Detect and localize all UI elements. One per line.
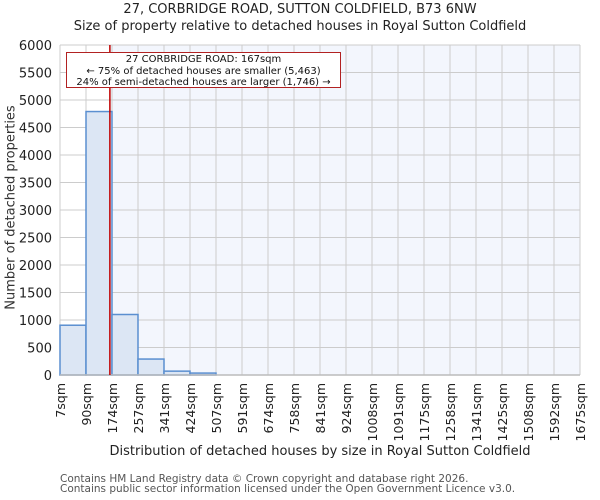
histogram-bar	[137, 358, 165, 376]
x-tick-label: 674sqm	[261, 383, 276, 433]
y-tick-label: 5000	[19, 94, 52, 109]
y-tick-label: 4000	[19, 149, 52, 164]
chart-subtitle: Size of property relative to detached ho…	[73, 19, 527, 34]
x-axis-label: Distribution of detached houses by size …	[109, 444, 531, 459]
x-tick-label: 924sqm	[339, 383, 354, 433]
x-tick-label: 1091sqm	[391, 383, 406, 441]
x-tick-label: 90sqm	[79, 383, 94, 426]
y-tick-label: 1500	[19, 287, 52, 302]
chart-title: 27, CORBRIDGE ROAD, SUTTON COLDFIELD, B7…	[123, 2, 477, 17]
footer-copyright: Contains HM Land Registry data © Crown c…	[60, 473, 469, 485]
x-tick-label: 591sqm	[235, 383, 250, 433]
y-axis-label: Number of detached properties	[3, 105, 19, 310]
footer-licence: Contains public sector information licen…	[60, 483, 516, 495]
x-tick-label: 507sqm	[209, 383, 224, 433]
histogram-bar	[59, 324, 87, 376]
y-tick-label: 3500	[19, 177, 52, 192]
x-tick-label: 257sqm	[131, 383, 146, 433]
y-tick-label: 0	[44, 369, 52, 384]
y-tick-label: 1000	[19, 314, 52, 329]
annotation-line-1: 27 CORBRIDGE ROAD: 167sqm	[125, 54, 282, 65]
x-tick-label: 1175sqm	[417, 383, 432, 441]
property-annotation: 27 CORBRIDGE ROAD: 167sqm ← 75% of detac…	[66, 52, 341, 88]
x-tick-label: 174sqm	[105, 383, 120, 433]
x-tick-label: 1425sqm	[495, 383, 510, 441]
x-tick-label: 841sqm	[313, 383, 328, 433]
y-tick-label: 6000	[19, 39, 52, 54]
y-tick-label: 2500	[19, 232, 52, 247]
x-tick-label: 1592sqm	[547, 383, 562, 441]
y-tick-label: 5500	[19, 67, 52, 82]
histogram-bar	[85, 110, 113, 376]
histogram-bar	[111, 313, 139, 376]
x-tick-label: 341sqm	[157, 383, 172, 433]
y-tick-label: 4500	[19, 122, 52, 137]
x-tick-label: 1008sqm	[365, 383, 380, 441]
annotation-line-2: ← 75% of detached houses are smaller (5,…	[86, 65, 321, 77]
x-tick-label: 7sqm	[53, 383, 68, 418]
x-tick-label: 1508sqm	[521, 383, 536, 441]
y-tick-label: 2000	[19, 259, 52, 274]
y-tick-label: 3000	[19, 204, 52, 219]
x-tick-label: 758sqm	[287, 383, 302, 433]
x-tick-label: 424sqm	[183, 383, 198, 433]
annotation-line-3: 24% of semi-detached houses are larger (…	[76, 77, 331, 88]
y-tick-label: 500	[27, 342, 52, 357]
x-tick-label: 1341sqm	[469, 383, 484, 441]
x-tick-label: 1258sqm	[443, 383, 458, 441]
x-tick-label: 1675sqm	[573, 383, 588, 441]
